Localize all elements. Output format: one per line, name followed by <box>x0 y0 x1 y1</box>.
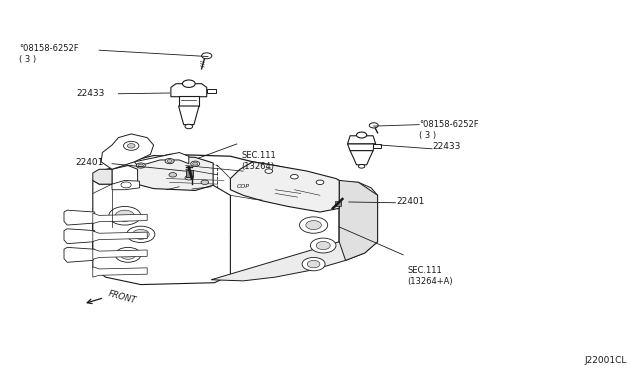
Polygon shape <box>179 106 199 125</box>
Text: 22401: 22401 <box>397 197 425 206</box>
Circle shape <box>121 182 131 188</box>
Circle shape <box>185 124 193 129</box>
Polygon shape <box>236 166 336 210</box>
Circle shape <box>307 260 320 268</box>
Polygon shape <box>93 169 112 184</box>
Polygon shape <box>350 151 373 165</box>
Polygon shape <box>112 166 138 188</box>
Text: SEC.111
(13264+A): SEC.111 (13264+A) <box>408 266 453 286</box>
Text: J22001CL: J22001CL <box>585 356 627 365</box>
Text: 22401: 22401 <box>76 158 104 167</box>
Circle shape <box>306 221 321 230</box>
Bar <box>186 170 193 177</box>
Polygon shape <box>64 229 95 244</box>
Circle shape <box>302 257 325 271</box>
Bar <box>335 201 341 206</box>
Circle shape <box>115 210 134 221</box>
Text: 22433: 22433 <box>432 142 460 151</box>
Circle shape <box>202 53 212 59</box>
Polygon shape <box>93 231 147 241</box>
Polygon shape <box>348 136 376 144</box>
Polygon shape <box>93 213 147 224</box>
Polygon shape <box>179 96 199 106</box>
Circle shape <box>138 164 143 167</box>
Circle shape <box>132 230 149 239</box>
Polygon shape <box>118 155 213 190</box>
Polygon shape <box>112 180 140 190</box>
Polygon shape <box>134 153 189 166</box>
Text: 22433: 22433 <box>77 89 105 97</box>
Polygon shape <box>93 180 230 285</box>
Circle shape <box>169 173 177 177</box>
Circle shape <box>369 123 378 128</box>
Text: FRONT: FRONT <box>107 289 137 306</box>
Circle shape <box>167 160 172 163</box>
Circle shape <box>358 164 365 168</box>
Circle shape <box>265 169 273 173</box>
Circle shape <box>310 238 336 253</box>
Circle shape <box>356 132 367 138</box>
Text: °08158-6252F
( 3 ): °08158-6252F ( 3 ) <box>419 120 479 140</box>
Polygon shape <box>339 180 378 260</box>
Polygon shape <box>93 267 147 277</box>
Circle shape <box>136 163 145 168</box>
Circle shape <box>291 174 298 179</box>
Text: SEC.111
(13264): SEC.111 (13264) <box>241 151 276 171</box>
Circle shape <box>201 180 209 185</box>
Circle shape <box>300 217 328 233</box>
Circle shape <box>127 226 155 243</box>
Polygon shape <box>93 154 339 280</box>
Circle shape <box>316 241 330 250</box>
Polygon shape <box>101 134 154 169</box>
Polygon shape <box>207 89 216 93</box>
Circle shape <box>124 141 139 150</box>
Polygon shape <box>230 162 339 212</box>
Circle shape <box>115 247 141 262</box>
Polygon shape <box>93 249 147 259</box>
Text: °08158-6252F
( 3 ): °08158-6252F ( 3 ) <box>19 44 79 64</box>
Circle shape <box>127 144 135 148</box>
Circle shape <box>193 162 198 165</box>
Circle shape <box>185 176 193 180</box>
Polygon shape <box>171 84 207 97</box>
Circle shape <box>182 80 195 87</box>
Polygon shape <box>211 180 378 281</box>
Circle shape <box>120 250 136 259</box>
Polygon shape <box>64 210 95 225</box>
Polygon shape <box>373 144 381 148</box>
Polygon shape <box>64 247 95 262</box>
Polygon shape <box>112 158 218 195</box>
Polygon shape <box>348 144 374 151</box>
Circle shape <box>109 206 141 225</box>
Text: COP: COP <box>237 183 250 189</box>
Circle shape <box>316 180 324 185</box>
Circle shape <box>191 161 200 166</box>
Circle shape <box>165 158 174 164</box>
